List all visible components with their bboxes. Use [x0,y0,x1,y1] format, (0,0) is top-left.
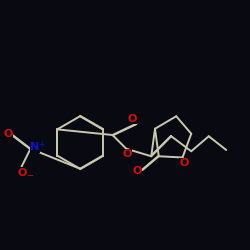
Text: +: + [38,140,44,149]
Text: O: O [123,149,132,159]
Text: O: O [3,129,13,139]
Text: O: O [128,114,137,124]
Text: O: O [179,158,188,168]
Text: O: O [132,166,142,176]
Text: O: O [17,168,26,177]
Text: −: − [26,171,33,180]
Text: N: N [30,142,40,152]
